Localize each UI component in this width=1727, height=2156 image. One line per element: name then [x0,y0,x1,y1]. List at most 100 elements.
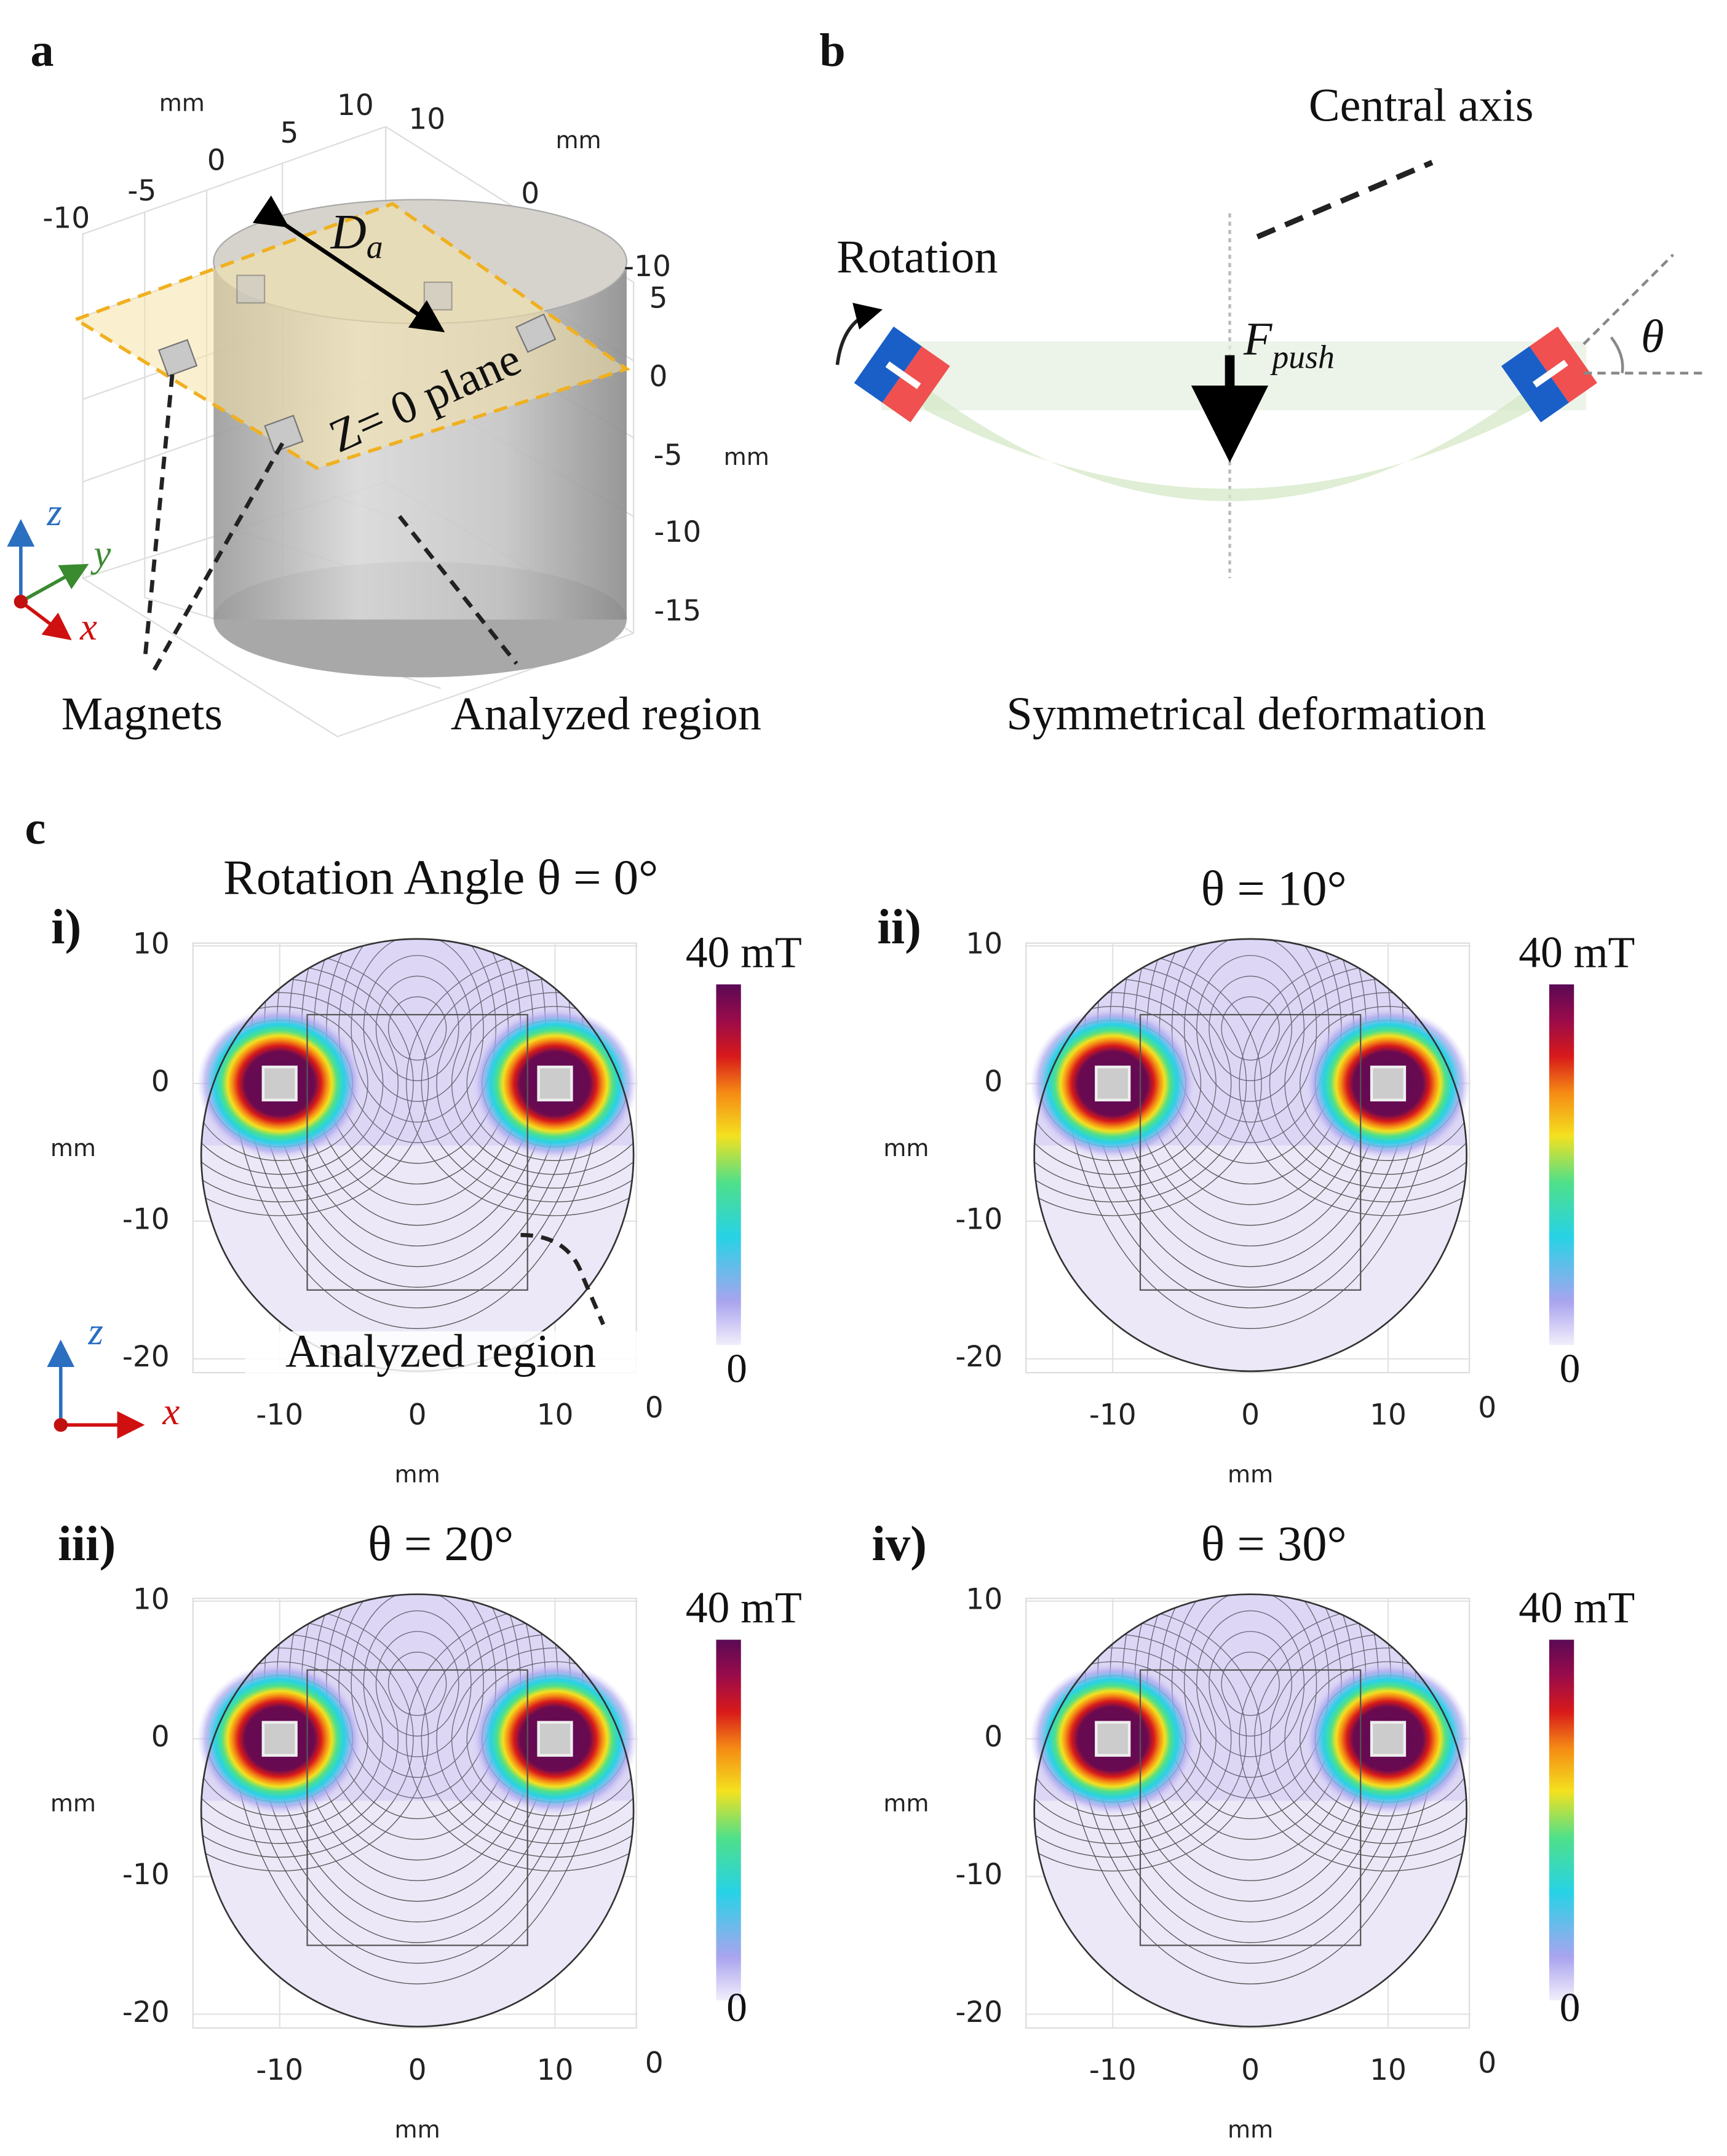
field-line [1034,1661,1202,1817]
z-axis-label: z [88,1310,103,1353]
tick-label: 0 [521,176,539,210]
field-line [1034,1005,1202,1162]
magnet [261,1721,298,1757]
x-tick-label: -10 [256,1398,303,1432]
domain-outline [200,1593,635,2027]
magnet [261,1065,298,1102]
magnet [1370,1721,1407,1757]
panel-label: a [31,25,54,76]
y-tick-label: 0 [984,1064,1002,1098]
subplot-title: θ = 20° [368,1516,514,1571]
field-line [363,1610,472,1758]
x-axis-arrow [20,600,72,641]
subplot-title: θ = 10° [1201,861,1347,916]
diameter-subscript: a [367,229,383,266]
y-tick-label: -20 [955,1995,1002,2029]
y-unit: mm [50,1790,96,1817]
central-axis-pointer [1256,160,1434,240]
callout-magnets: Magnets [62,688,223,740]
callout-bg [245,1331,638,1381]
field-line [1300,1661,1467,1817]
diameter-label: Da [330,205,383,266]
field-line [1300,1005,1467,1162]
subplot-title: Rotation Angle θ = 0° [223,850,658,905]
angle-arc [1610,336,1624,374]
x-tick-label: 10 [537,1398,574,1432]
subplot-numeral: iv) [871,1516,927,1571]
x-axis-label: x [79,605,97,648]
tick-label: -10 [654,515,701,549]
tick-label: 0 [649,360,667,394]
callout-lines [142,374,518,676]
x-tick-label: 10 [1370,1398,1407,1432]
x-tick-label: 0 [1241,1398,1260,1432]
callout-line [520,1232,605,1326]
y-tick-label: -20 [955,1340,1002,1374]
y-tick-label: 10 [133,927,170,961]
tick-label: -10 [42,202,90,236]
field-line [201,1661,368,1817]
panel-b: b Central axis Rotation Fpush θ Symmetri… [819,25,1708,740]
colorbar-min: 0 [726,1984,747,2030]
axis-unit: mm [724,443,769,470]
x-tick-label: -10 [1089,2053,1137,2087]
force-label: Fpush [1243,314,1335,376]
y-unit: mm [883,1790,929,1817]
y-tick-label: -20 [122,1340,170,1374]
diameter-symbol: D [330,205,367,260]
field-line [201,1647,384,1831]
magnet [537,1065,573,1102]
rotation-arrow [835,303,883,365]
field-line [338,938,496,1143]
corner-label: 0 [1478,2047,1496,2080]
y-tick-label: 10 [133,1582,170,1616]
field-line [451,992,634,1175]
field-line [466,1005,634,1162]
colorbar [1549,1639,1574,2001]
field-line [351,938,484,1123]
deformed-strip [902,369,1554,501]
y-unit: mm [883,1135,929,1162]
magnet [1095,1065,1131,1102]
corner-label: 0 [1478,1391,1496,1425]
analyzed-region-box [1139,1669,1362,1946]
tick-label: -15 [654,594,701,628]
origin-dot [54,1417,68,1432]
magnet [1370,1065,1407,1102]
tick-label: 5 [280,116,298,150]
z-axis-label: z [46,491,62,534]
colorbar-min: 0 [1560,1984,1581,2030]
field-line [1209,1631,1292,1737]
field-line [1196,1610,1305,1758]
y-axis-label: y [90,532,111,575]
field-line [338,1594,496,1799]
x-unit: mm [1228,2116,1273,2143]
subplot-numeral: iii) [58,1516,116,1571]
x-tick-label: -10 [1089,1398,1137,1432]
tick-label: 0 [207,144,226,178]
field-line [1209,975,1292,1082]
field-line [363,955,472,1102]
field-line [1196,955,1305,1102]
x-tick-label: 10 [537,2053,574,2087]
x-axis-label: x [162,1390,180,1433]
subplot: θ = 30° iv) -10 0 10 10 0 -10 -20 mm mm 0 40 mT 0 [871,1516,1635,2143]
tick-label: 10 [337,89,374,122]
subplot: Rotation Angle θ = 0° i) -10 0 10 10 0 -10 -20 mm… [47,850,802,1488]
colorbar-max: 40 mT [1519,1583,1635,1632]
panel-label: c [25,803,46,854]
left-magnet [854,327,950,422]
subplot: θ = 20° iii) -10 0 10 10 0 -10 -20 mm mm 0 40 mT 0 [50,1516,802,2143]
panel-label: b [819,25,845,76]
tick-label: 5 [649,282,667,315]
y-tick-label: -10 [955,1858,1002,1892]
y-unit: mm [50,1135,96,1162]
y-tick-label: 0 [151,1064,170,1098]
colorbar-max: 40 mT [686,1583,802,1632]
x-tick-label: 0 [408,2053,427,2087]
colorbar-min: 0 [726,1346,747,1392]
y-tick-label: -10 [122,1202,170,1236]
colorbar [716,1639,741,2001]
domain-outline [1033,1593,1467,2027]
colorbar [1549,984,1574,1346]
